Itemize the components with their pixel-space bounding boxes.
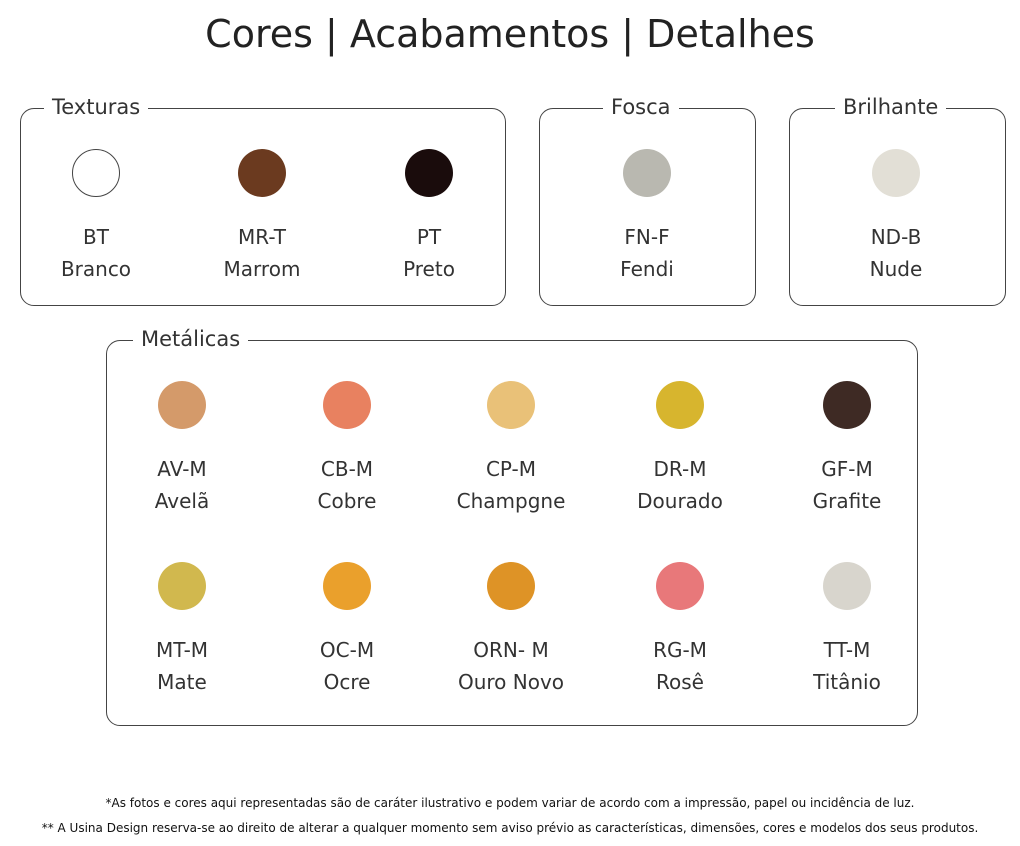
color-swatch xyxy=(487,381,535,429)
group-label: Texturas xyxy=(44,94,149,120)
color-swatch xyxy=(656,562,704,610)
group-label: Fosca xyxy=(603,94,679,120)
color-code: CB-M xyxy=(320,457,374,481)
color-name: Fendi xyxy=(620,257,674,281)
color-code: FN-F xyxy=(624,225,670,249)
color-name: Marrom xyxy=(223,257,301,281)
color-name: Champgne xyxy=(456,489,566,513)
color-name: Avelã xyxy=(154,489,210,513)
color-name: Titânio xyxy=(813,670,881,694)
color-swatch xyxy=(405,149,453,197)
color-code: CP-M xyxy=(485,457,537,481)
color-code: MT-M xyxy=(155,638,209,662)
group-box xyxy=(20,108,506,306)
color-swatch xyxy=(487,562,535,610)
color-swatch xyxy=(72,149,120,197)
color-swatch xyxy=(823,562,871,610)
color-code: TT-M xyxy=(823,638,871,662)
color-name: Nude xyxy=(869,257,923,281)
color-code: ORN- M xyxy=(473,638,549,662)
color-swatch xyxy=(872,149,920,197)
color-code: ND-B xyxy=(870,225,922,249)
group-label: Brilhante xyxy=(835,94,947,120)
color-name: Grafite xyxy=(812,489,882,513)
color-code: GF-M xyxy=(821,457,873,481)
color-code: OC-M xyxy=(319,638,375,662)
color-swatch xyxy=(656,381,704,429)
group-box xyxy=(106,340,918,726)
color-swatch xyxy=(323,381,371,429)
color-name: Cobre xyxy=(317,489,377,513)
footnote: *As fotos e cores aqui representadas são… xyxy=(105,796,915,810)
color-name: Branco xyxy=(60,257,132,281)
color-swatch xyxy=(823,381,871,429)
color-swatch xyxy=(323,562,371,610)
color-code: BT xyxy=(83,225,109,249)
color-code: PT xyxy=(416,225,442,249)
color-name: Dourado xyxy=(637,489,723,513)
color-swatch xyxy=(158,562,206,610)
color-swatch xyxy=(238,149,286,197)
color-swatch xyxy=(623,149,671,197)
footnote: ** A Usina Design reserva-se ao direito … xyxy=(41,821,979,835)
color-code: DR-M xyxy=(653,457,707,481)
color-code: RG-M xyxy=(653,638,707,662)
page-title: Cores | Acabamentos | Detalhes xyxy=(205,12,815,56)
color-name: Preto xyxy=(403,257,455,281)
color-code: MR-T xyxy=(238,225,286,249)
color-name: Rosê xyxy=(656,670,704,694)
group-label: Metálicas xyxy=(133,326,249,352)
color-swatch xyxy=(158,381,206,429)
color-name: Ocre xyxy=(323,670,371,694)
color-code: AV-M xyxy=(157,457,207,481)
color-name: Ouro Novo xyxy=(457,670,565,694)
color-name: Mate xyxy=(157,670,207,694)
